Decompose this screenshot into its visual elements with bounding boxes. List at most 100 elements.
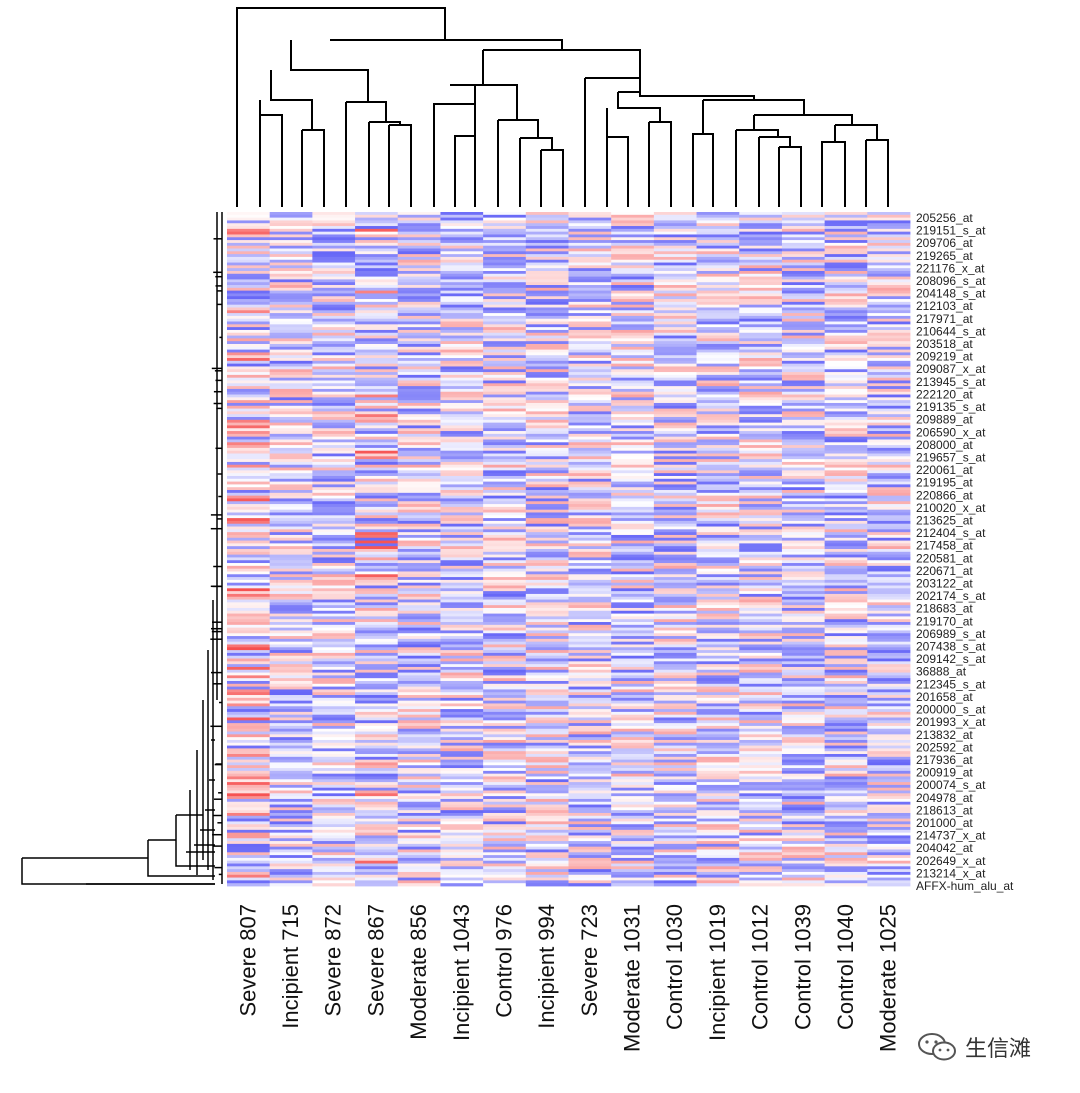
heatmap-cell [653,400,697,404]
heatmap-cell [824,523,868,527]
heatmap-cell [269,689,313,693]
heatmap-cell [696,425,740,429]
heatmap-cell [397,754,441,758]
heatmap-cell [568,692,612,696]
heatmap-cell [355,490,399,494]
heatmap-cell [653,790,697,794]
heatmap-cell [653,630,697,634]
heatmap-cell [440,624,484,629]
heatmap-cell [312,372,356,376]
heatmap-cell [227,282,271,286]
heatmap-cell [525,849,569,853]
heatmap-cell [440,372,484,376]
heatmap-cell [525,779,569,783]
heatmap-cell [312,321,356,325]
heatmap-cell [397,579,441,584]
heatmap-cell [440,607,484,612]
heatmap-cell [525,214,569,219]
heatmap-cell [397,658,441,662]
heatmap-cell [355,821,399,825]
heatmap-cell [483,776,527,780]
heatmap-cell [355,636,399,640]
heatmap-cell [739,801,783,805]
heatmap-cell [483,377,527,381]
heatmap-cell [739,812,783,817]
heatmap-cell [781,680,826,685]
heatmap-cell [525,273,569,277]
heatmap-cell [355,602,399,606]
heatmap-cell [355,506,399,511]
heatmap-cell [781,349,826,353]
heatmap-cell [781,675,826,679]
heatmap-cell [696,268,740,272]
heatmap-cell [867,599,911,603]
row-label: 209706_at [916,236,973,250]
heatmap-cell [355,411,399,415]
heatmap-cell [355,450,399,454]
heatmap-cell [568,217,612,221]
row-label: 200000_s_at [916,703,986,717]
heatmap-cell [824,827,868,831]
heatmap-cell [653,223,697,227]
heatmap-cell [227,841,271,845]
heatmap-cell [440,315,484,320]
heatmap-cell [355,212,399,216]
heatmap-cell [269,582,313,586]
heatmap-cell [312,829,356,834]
heatmap-cell [227,815,271,819]
heatmap-cell [355,773,399,777]
heatmap-cell [312,346,356,351]
heatmap-cell [867,765,911,769]
heatmap-cell [355,439,399,443]
heatmap-cell [568,436,612,440]
heatmap-cell [739,605,783,609]
heatmap-cell [525,751,569,755]
heatmap-cell [269,461,313,466]
heatmap-cell [312,577,356,581]
heatmap-cell [355,456,399,460]
column-label: Incipient 715 [278,904,303,1029]
heatmap-cell [312,240,356,244]
heatmap-cell [611,852,655,856]
heatmap-cell [781,607,826,612]
heatmap-cell [525,386,569,390]
heatmap-cell [269,596,313,600]
heatmap-cell [611,402,655,407]
heatmap-cell [696,551,740,556]
heatmap-cell [227,751,271,755]
heatmap-cell [227,481,271,485]
heatmap-cell [867,754,911,758]
heatmap-cell [611,377,655,381]
heatmap-cell [269,599,313,603]
heatmap-cell [653,478,697,482]
heatmap-cell [653,394,697,398]
heatmap-cell [397,801,441,805]
heatmap-cell [867,254,911,258]
heatmap-cell [653,874,697,878]
heatmap-cell [568,380,612,384]
heatmap-cell [227,433,271,438]
heatmap-cell [739,335,783,339]
heatmap-cell [525,329,569,334]
heatmap-cell [611,338,655,342]
heatmap-cell [227,607,271,612]
heatmap-cell [355,386,399,390]
heatmap-cell [440,633,484,637]
heatmap-cell [867,582,911,586]
heatmap-cell [227,408,271,412]
heatmap-cell [696,490,740,494]
heatmap-cell [739,388,783,393]
heatmap-cell [397,270,441,275]
heatmap-cell [525,703,569,707]
heatmap-cell [867,279,911,283]
heatmap-cell [269,520,313,525]
heatmap-cell [269,807,313,811]
heatmap-cell [397,782,441,786]
heatmap-cell [227,369,271,373]
heatmap-cell [696,689,740,693]
heatmap-cell [824,658,868,662]
heatmap-cell [781,245,826,249]
heatmap-cell [611,841,655,845]
heatmap-cell [269,543,313,547]
heatmap-cell [312,866,356,870]
